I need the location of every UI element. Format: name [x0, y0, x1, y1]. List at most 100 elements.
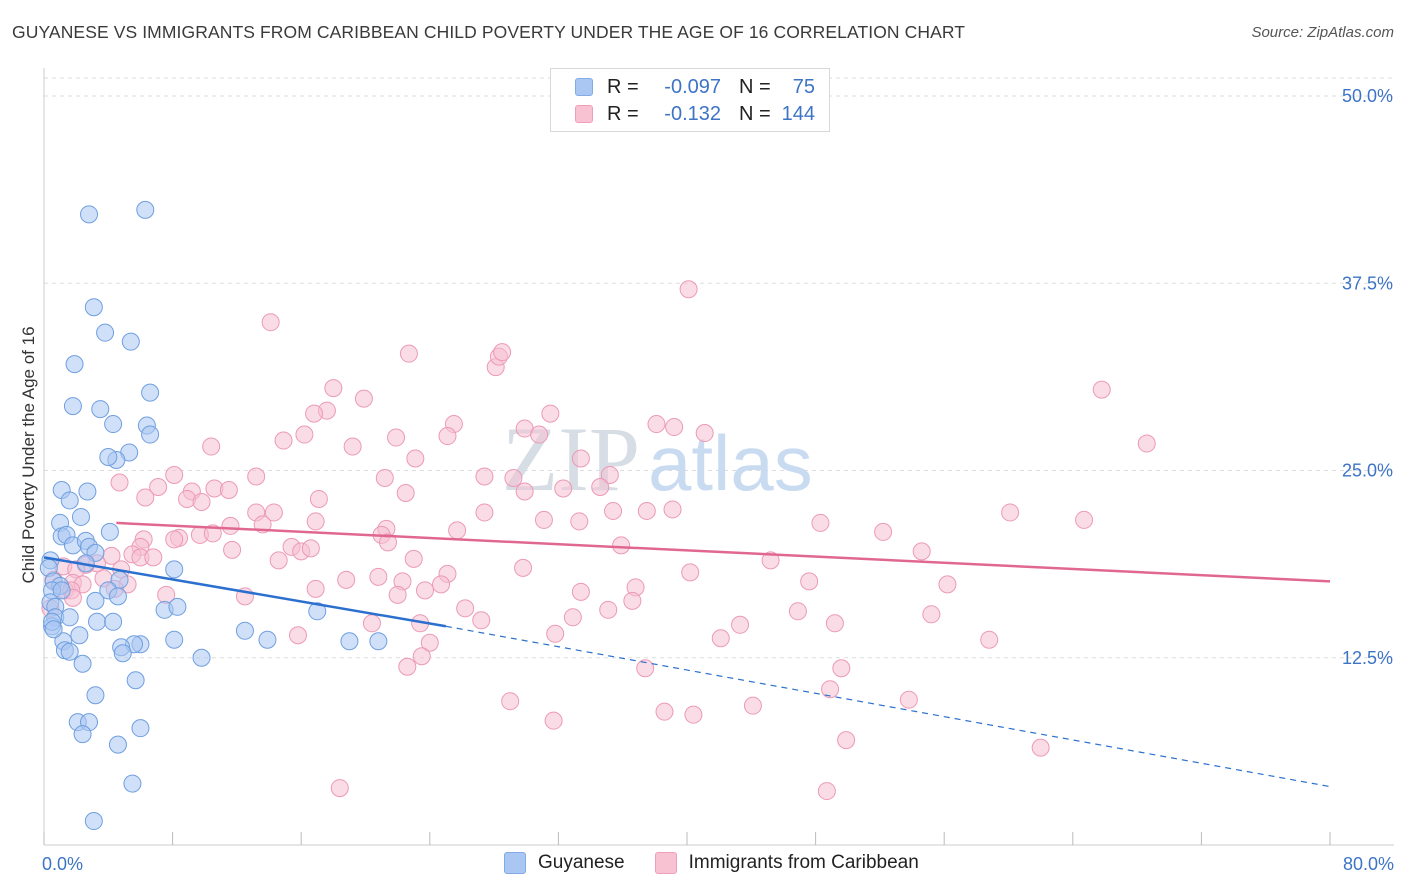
- stats-row-caribbean: R = -0.132 N = 144: [575, 101, 815, 127]
- data-point-guyanese: [96, 323, 115, 342]
- data-point-guyanese: [165, 630, 184, 649]
- data-point-guyanese: [100, 522, 119, 541]
- n-label: N =: [739, 75, 771, 98]
- data-point-caribbean: [571, 449, 590, 468]
- data-point-caribbean: [899, 690, 918, 709]
- data-point-caribbean: [362, 614, 381, 633]
- data-point-caribbean: [438, 427, 457, 446]
- data-point-caribbean: [817, 782, 836, 801]
- data-point-caribbean: [223, 540, 242, 559]
- data-point-caribbean: [306, 579, 325, 598]
- n-value-guyanese: 75: [792, 75, 815, 98]
- data-point-caribbean: [404, 549, 423, 568]
- data-point-caribbean: [330, 779, 349, 798]
- data-point-caribbean: [475, 467, 494, 486]
- data-point-caribbean: [591, 477, 610, 496]
- data-point-caribbean: [604, 501, 623, 520]
- data-point-caribbean: [743, 696, 762, 715]
- grid-lines: [44, 77, 1394, 659]
- data-point-caribbean: [274, 431, 293, 450]
- data-point-guyanese: [340, 632, 359, 651]
- data-point-caribbean: [1031, 738, 1050, 757]
- data-point-caribbean: [980, 630, 999, 649]
- data-point-caribbean: [412, 647, 431, 666]
- data-point-guyanese: [86, 686, 105, 705]
- data-point-caribbean: [415, 581, 434, 600]
- data-point-guyanese: [308, 602, 327, 621]
- data-point-caribbean: [655, 702, 674, 721]
- data-point-caribbean: [295, 425, 314, 444]
- data-point-caribbean: [288, 626, 307, 645]
- data-point-caribbean: [221, 516, 240, 535]
- data-point-caribbean: [825, 614, 844, 633]
- data-point-guyanese: [86, 591, 105, 610]
- x-axis-ticks: [43, 832, 1331, 845]
- data-point-caribbean: [343, 437, 362, 456]
- data-point-guyanese: [71, 507, 90, 526]
- y-tick-label: 37.5%: [1342, 273, 1393, 293]
- data-point-caribbean: [563, 608, 582, 627]
- data-point-guyanese: [121, 332, 140, 351]
- data-point-guyanese: [113, 644, 132, 663]
- data-point-guyanese: [168, 597, 187, 616]
- data-point-guyanese: [73, 654, 92, 673]
- data-point-caribbean: [475, 503, 494, 522]
- series-caribbean-points: [41, 280, 1156, 801]
- data-point-caribbean: [663, 500, 682, 519]
- r-value-guyanese: -0.097: [664, 75, 721, 98]
- data-point-caribbean: [599, 600, 618, 619]
- data-point-caribbean: [375, 468, 394, 487]
- data-point-caribbean: [612, 536, 631, 555]
- series-legend: Guyanese Immigrants from Caribbean: [504, 852, 949, 874]
- data-point-caribbean: [387, 428, 406, 447]
- y-tick-label: 25.0%: [1342, 461, 1393, 481]
- data-point-caribbean: [570, 512, 589, 531]
- data-point-caribbean: [647, 415, 666, 434]
- y-tick-label: 50.0%: [1342, 86, 1393, 106]
- data-point-guyanese: [44, 620, 63, 639]
- data-point-caribbean: [695, 424, 714, 443]
- data-point-caribbean: [379, 533, 398, 552]
- data-point-caribbean: [306, 512, 325, 531]
- data-point-guyanese: [88, 612, 107, 631]
- data-point-caribbean: [837, 731, 856, 750]
- data-point-caribbean: [420, 633, 439, 652]
- data-point-caribbean: [398, 657, 417, 676]
- legend-item-caribbean[interactable]: Immigrants from Caribbean: [654, 852, 919, 874]
- data-point-caribbean: [681, 563, 700, 582]
- data-point-caribbean: [1092, 380, 1111, 399]
- r-value-caribbean: -0.132: [664, 102, 721, 125]
- r-label: R =: [607, 75, 639, 98]
- legend-item-guyanese[interactable]: Guyanese: [504, 852, 625, 874]
- data-point-caribbean: [636, 659, 655, 678]
- data-point-guyanese: [108, 735, 127, 754]
- trend-lines: [43, 521, 1331, 788]
- data-point-guyanese: [165, 560, 184, 579]
- data-point-guyanese: [141, 425, 160, 444]
- data-point-caribbean: [821, 680, 840, 699]
- data-point-guyanese: [78, 482, 97, 501]
- data-point-caribbean: [504, 468, 523, 487]
- data-point-caribbean: [938, 575, 957, 594]
- legend-swatch-guyanese: [504, 852, 526, 874]
- data-point-guyanese: [369, 632, 388, 651]
- data-point-guyanese: [126, 671, 145, 690]
- data-point-guyanese: [84, 812, 103, 831]
- data-point-caribbean: [337, 570, 356, 589]
- data-point-caribbean: [309, 489, 328, 508]
- data-point-caribbean: [600, 465, 619, 484]
- source-credit: Source: ZipAtlas.com: [1251, 24, 1394, 41]
- y-tick-labels: 12.5% 25.0% 37.5% 50.0%: [1342, 86, 1393, 668]
- data-point-caribbean: [388, 585, 407, 604]
- data-point-guyanese: [84, 298, 103, 317]
- data-point-guyanese: [141, 383, 160, 402]
- data-point-caribbean: [324, 379, 343, 398]
- data-point-guyanese: [73, 725, 92, 744]
- data-point-guyanese: [65, 355, 84, 374]
- data-point-guyanese: [136, 200, 155, 219]
- data-point-guyanese: [123, 774, 142, 793]
- data-point-guyanese: [60, 608, 79, 627]
- data-point-caribbean: [354, 389, 373, 408]
- data-point-caribbean: [264, 503, 283, 522]
